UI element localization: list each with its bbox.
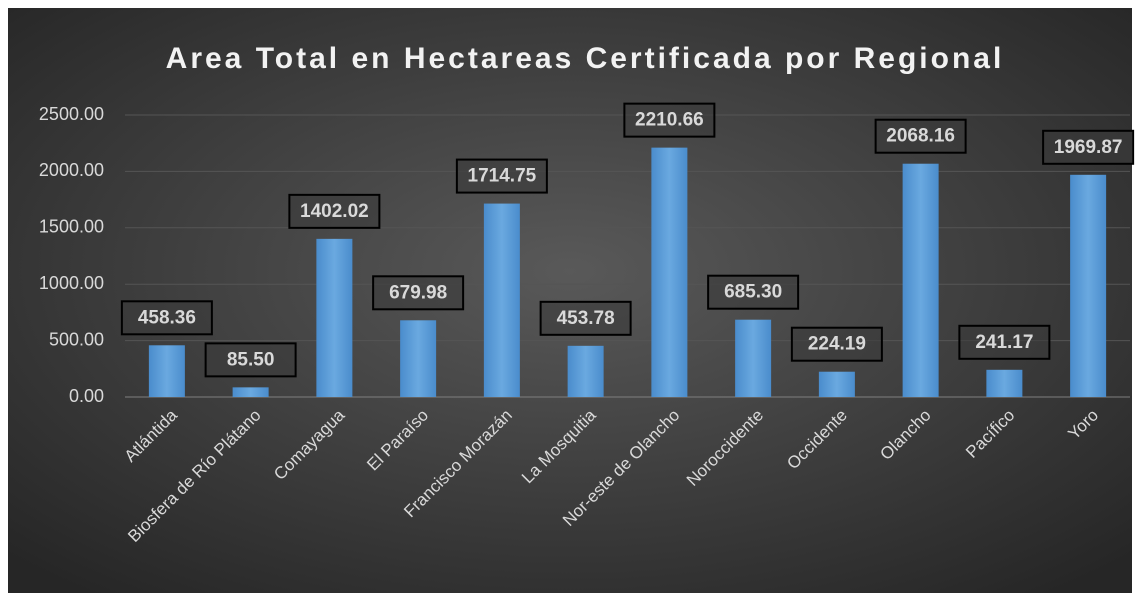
- data-label-box: [707, 274, 800, 310]
- bar: [902, 163, 939, 397]
- data-label-box: [623, 102, 716, 138]
- data-label: 1714.75: [468, 166, 537, 187]
- data-label-box: [288, 193, 381, 229]
- bar: [232, 387, 269, 397]
- bar: [400, 320, 437, 397]
- data-label-box: [539, 300, 632, 336]
- bar: [148, 345, 185, 397]
- data-label: 224.19: [808, 334, 866, 355]
- data-label: 458.36: [138, 307, 196, 328]
- bar: [1070, 174, 1107, 397]
- data-label: 679.98: [389, 282, 447, 303]
- data-label-box: [120, 300, 213, 336]
- data-label-box: [455, 158, 548, 194]
- data-label: 1969.87: [1054, 137, 1123, 158]
- bar: [651, 147, 688, 397]
- data-label: 85.50: [227, 349, 275, 370]
- chart-title: Area Total en Hectareas Certificada por …: [166, 42, 1005, 75]
- y-tick-label: 2000.00: [39, 160, 104, 180]
- data-label-box: [1042, 129, 1135, 165]
- bar: [735, 319, 772, 397]
- data-label: 453.78: [557, 308, 615, 329]
- data-label: 2210.66: [635, 110, 704, 131]
- data-label: 241.17: [975, 332, 1033, 353]
- bar: [818, 371, 855, 397]
- data-label-box: [958, 324, 1051, 360]
- data-label: 1402.02: [300, 201, 369, 222]
- bar: [567, 345, 604, 397]
- bar: [986, 369, 1023, 397]
- data-label-box: [372, 275, 465, 311]
- bar: [483, 203, 520, 397]
- data-label-box: [204, 342, 297, 378]
- bar: [316, 238, 353, 397]
- y-tick-label: 500.00: [49, 329, 104, 349]
- data-label-box: [874, 118, 967, 154]
- data-label-box: [790, 326, 883, 362]
- y-tick-label: 0.00: [69, 386, 104, 406]
- data-label: 685.30: [724, 282, 782, 303]
- y-tick-label: 1000.00: [39, 273, 104, 293]
- y-tick-label: 2500.00: [39, 104, 104, 124]
- data-label: 2068.16: [886, 126, 955, 147]
- y-tick-label: 1500.00: [39, 217, 104, 237]
